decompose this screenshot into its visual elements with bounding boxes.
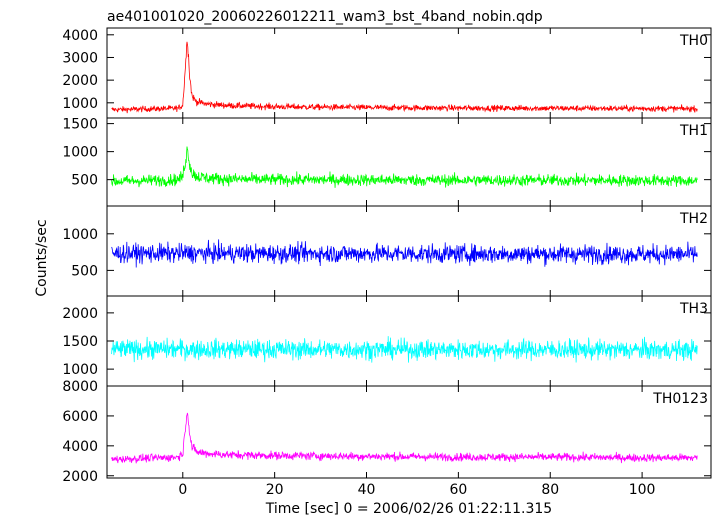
y-tick-label: 2000 (62, 306, 98, 322)
y-tick-label: 6000 (62, 409, 98, 425)
panel-frame (106, 117, 712, 207)
panel-label-th1: TH1 (679, 123, 708, 139)
y-tick-label: 500 (71, 263, 98, 279)
y-tick-label: 1000 (62, 362, 98, 378)
y-tick-label: 1000 (62, 145, 98, 161)
x-tick-label: 20 (266, 482, 284, 498)
panel-label-th2: TH2 (679, 211, 708, 227)
panel-label-th3: TH3 (679, 301, 708, 317)
y-tick-label: 1500 (62, 117, 98, 133)
y-tick-label: 1000 (62, 96, 98, 112)
series-line-th1 (111, 146, 698, 188)
chart-title: ae401001020_20060226012211_wam3_bst_4ban… (107, 9, 543, 25)
x-tick-label: 0 (178, 482, 187, 498)
series-line-th0 (111, 41, 698, 114)
panel-label-th0123: TH0123 (652, 391, 708, 407)
y-tick-label: 1000 (62, 227, 98, 243)
panel-th3: 1000 1500 2000 TH3 (62, 295, 712, 387)
series-line-th0123 (111, 412, 698, 464)
y-tick-label: 4000 (62, 28, 98, 44)
y-axis-label: Counts/sec (34, 219, 50, 296)
y-tick-label: 1500 (62, 334, 98, 350)
y-tick-label: 2000 (62, 73, 98, 89)
y-tick-label: 2000 (62, 469, 98, 485)
panel-frame (106, 385, 712, 479)
x-axis-label: Time [sec] 0 = 2006/02/26 01:22:11.315 (265, 501, 552, 516)
series-line-th2 (111, 239, 698, 268)
series-line-th3 (111, 336, 698, 363)
y-tick-label: 8000 (62, 379, 98, 395)
x-tick-label: 80 (541, 482, 559, 498)
x-tick-label: 40 (358, 482, 376, 498)
y-tick-label: 500 (71, 173, 98, 189)
x-tick-label: 60 (449, 482, 467, 498)
x-tick-label: 100 (629, 482, 656, 498)
panel-th1: 500 1000 1500 TH1 (62, 117, 712, 207)
y-tick-label: 4000 (62, 439, 98, 455)
panel-th2: 500 1000 TH2 (62, 205, 712, 297)
y-tick-label: 3000 (62, 50, 98, 66)
panel-th0123: 2000 4000 6000 8000 TH0123 (62, 379, 712, 485)
panel-th0: 1000 2000 3000 4000 TH0 (62, 27, 712, 119)
panel-label-th0: TH0 (679, 33, 708, 49)
